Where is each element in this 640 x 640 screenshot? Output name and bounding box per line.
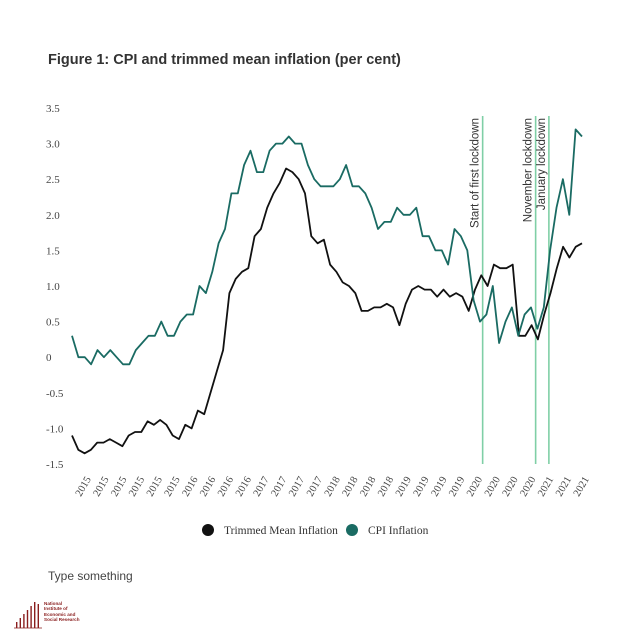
- x-axis-ticks: 2015201520152015201520152016201620162016…: [74, 475, 592, 499]
- y-tick-label: 3.5: [46, 103, 60, 115]
- x-tick-label: 2018: [358, 475, 378, 499]
- y-tick-label: 3.0: [46, 139, 60, 151]
- niesr-logo-text: National Institute of Economic and Socia…: [44, 601, 80, 623]
- x-tick-label: 2017: [305, 475, 325, 499]
- y-tick-label: 0: [46, 352, 52, 364]
- event-label: November lockdown: [523, 118, 535, 222]
- x-tick-label: 2019: [430, 475, 450, 499]
- x-tick-label: 2019: [447, 475, 467, 499]
- x-tick-label: 2021: [554, 475, 574, 499]
- text-placeholder[interactable]: Type something: [48, 569, 133, 583]
- x-tick-label: 2015: [163, 475, 183, 499]
- event-label: January lockdown: [536, 118, 548, 210]
- niesr-logo-icon: [14, 602, 42, 629]
- x-tick-label: 2015: [127, 475, 147, 499]
- legend-label: CPI Inflation: [368, 525, 429, 537]
- x-tick-label: 2018: [323, 475, 343, 499]
- trimmed-mean-series-line: [71, 167, 583, 455]
- logo-bar: [16, 622, 18, 628]
- x-tick-label: 2020: [518, 475, 538, 499]
- page-title: Figure 1: CPI and trimmed mean inflation…: [48, 52, 401, 68]
- legend-marker: [202, 524, 214, 536]
- x-tick-label: 2016: [181, 475, 201, 499]
- x-tick-label: 2019: [394, 475, 414, 499]
- x-tick-label: 2016: [216, 475, 236, 499]
- cpi-series-line: [71, 128, 583, 366]
- lockdown-event-lines: Start of first lockdown November lockdown…: [470, 116, 550, 464]
- x-tick-label: 2019: [412, 475, 432, 499]
- y-axis-ticks: 3.5 3.0 2.5 2.0 1.5 1.0 0.5 0 -0.5 -1.0 -1.5: [46, 103, 64, 471]
- x-tick-label: 2017: [252, 475, 272, 499]
- chart-series: [71, 128, 583, 455]
- x-tick-label: 2015: [145, 475, 165, 499]
- y-tick-label: 2.0: [46, 210, 60, 222]
- y-tick-label: -1.0: [46, 423, 64, 435]
- x-tick-label: 2021: [536, 475, 556, 499]
- chart-legend: Trimmed Mean Inflation CPI Inflation: [202, 524, 429, 537]
- x-tick-label: 2015: [92, 475, 112, 499]
- logo-bar: [26, 610, 29, 628]
- x-tick-label: 2018: [341, 475, 361, 499]
- y-tick-label: 0.5: [46, 317, 60, 329]
- x-tick-label: 2020: [465, 475, 485, 499]
- y-tick-label: -0.5: [46, 388, 64, 400]
- x-tick-label: 2021: [572, 475, 592, 499]
- legend-marker: [346, 524, 358, 536]
- y-tick-label: 1.0: [46, 281, 60, 293]
- x-tick-label: 2015: [74, 475, 94, 499]
- y-tick-label: 2.5: [46, 174, 60, 186]
- logo-bar: [30, 606, 32, 628]
- x-tick-label: 2020: [501, 475, 521, 499]
- logo-bar: [34, 602, 36, 628]
- event-label: Start of first lockdown: [470, 118, 482, 228]
- legend-label: Trimmed Mean Inflation: [224, 525, 338, 537]
- x-tick-label: 2017: [287, 475, 307, 499]
- x-tick-label: 2018: [376, 475, 396, 499]
- x-tick-label: 2020: [483, 475, 503, 499]
- logo-bar: [37, 604, 39, 628]
- y-tick-label: 1.5: [46, 245, 60, 257]
- y-tick-label: -1.5: [46, 459, 64, 471]
- logo-bar: [23, 614, 25, 628]
- x-tick-label: 2017: [269, 475, 289, 499]
- logo-bar: [19, 618, 21, 628]
- x-tick-label: 2015: [109, 475, 129, 499]
- x-tick-label: 2016: [234, 475, 254, 499]
- x-tick-label: 2016: [198, 475, 218, 499]
